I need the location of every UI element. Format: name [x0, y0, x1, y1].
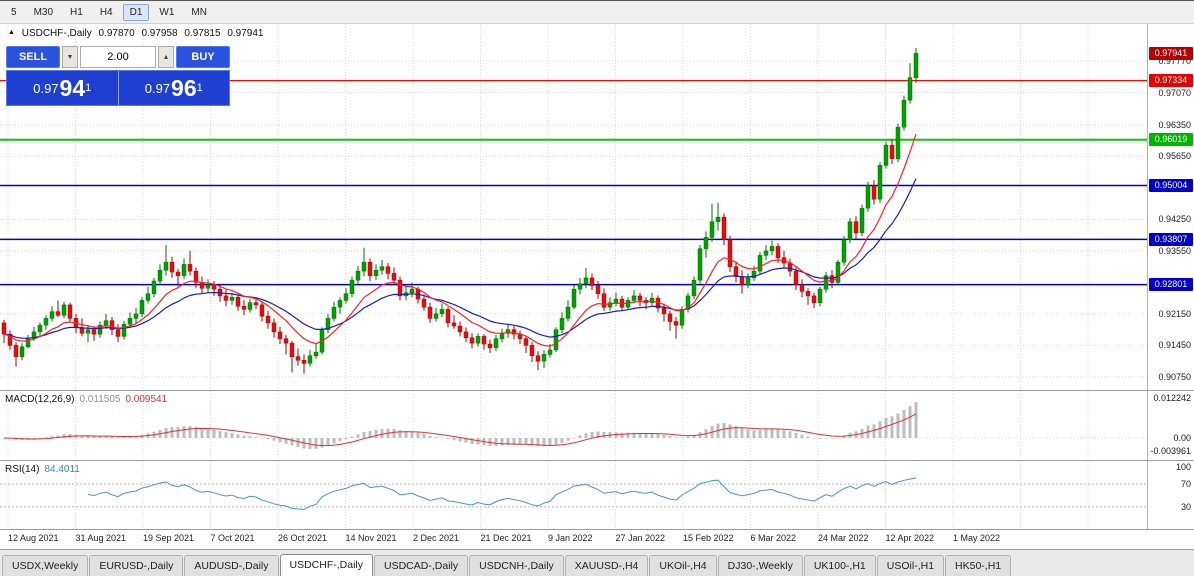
- price-axis-label: 0.95650: [1158, 151, 1191, 162]
- date-axis[interactable]: 12 Aug 2021 31 Aug 2021 19 Sep 2021 7 Oct 2…: [0, 530, 1194, 549]
- rsi-axis-label: 30: [1180, 501, 1191, 512]
- chart-tab-usdcnh-daily[interactable]: USDCNH-,Daily: [469, 555, 564, 576]
- rsi-axis: 100 70 30: [1147, 461, 1194, 529]
- timeframe-button-5[interactable]: 5: [11, 6, 17, 18]
- rsi-indicator-panel[interactable]: 100 70 30 RSI(14) 84.4011: [0, 461, 1194, 530]
- price-axis-label: 0.96350: [1158, 119, 1191, 130]
- rsi-header: RSI(14) 84.4011: [5, 464, 80, 475]
- chart-tab-ukoil-h4[interactable]: UKOil-,H4: [649, 555, 717, 576]
- macd-axis: 0.012242 0.00 -0.003961: [1147, 391, 1194, 460]
- macd-chart-svg[interactable]: [0, 391, 1147, 460]
- chart-tab-usdx-weekly[interactable]: USDX,Weekly: [2, 555, 89, 576]
- date-axis-label: 24 Mar 2022: [818, 533, 869, 543]
- price-badge: 0.96019: [1149, 133, 1193, 147]
- chart-tab-eurusd-daily[interactable]: EURUSD-,Daily: [89, 555, 184, 576]
- timeframe-button-m30[interactable]: M30: [33, 6, 54, 18]
- macd-axis-label: 0.012242: [1153, 393, 1191, 403]
- chart-tab-xauusd-h4[interactable]: XAUUSD-,H4: [564, 555, 649, 576]
- date-axis-label: 21 Dec 2021: [480, 533, 532, 543]
- chart-tab-usdcad-daily[interactable]: USDCAD-,Daily: [374, 555, 469, 576]
- price-badge: 0.92801: [1149, 278, 1193, 292]
- chart-tab-usoil-h1[interactable]: USOil-,H1: [876, 555, 945, 576]
- chart-ohlc-header: ▲ USDCHF-,Daily 0.97870 0.97958 0.97815 …: [8, 28, 267, 39]
- chart-tab-uk100-h1[interactable]: UK100-,H1: [803, 555, 876, 576]
- rsi-value: 84.4011: [44, 464, 80, 475]
- date-axis-label: 19 Sep 2021: [143, 533, 195, 543]
- date-axis-label: 2 Dec 2021: [413, 533, 460, 543]
- date-axis-label: 1 May 2022: [953, 533, 1001, 543]
- macd-header: MACD(12,26,9) 0.011505 0.009541: [5, 394, 168, 405]
- price-badge: 0.97334: [1149, 74, 1193, 88]
- ohlc-low: 0.97815: [184, 28, 221, 39]
- date-axis-label: 15 Feb 2022: [683, 533, 734, 543]
- volume-input[interactable]: 2.00: [80, 46, 156, 68]
- date-axis-label: 14 Nov 2021: [345, 533, 397, 543]
- chart-tab-hk50-h1[interactable]: HK50-,H1: [945, 555, 1012, 576]
- one-click-trading-widget: SELL ▼ 2.00 ▲ BUY 0.97 94 1 0.97 96 1: [6, 46, 230, 106]
- price-chart-panel[interactable]: 0.97770 0.97070 0.96350 0.95650 0.94250 0.935…: [0, 24, 1194, 391]
- price-badge: 0.93807: [1149, 232, 1193, 246]
- timeframe-button-d1[interactable]: D1: [122, 3, 150, 21]
- ohlc-high: 0.97958: [141, 28, 178, 39]
- timeframe-button-h1[interactable]: H1: [70, 6, 83, 18]
- price-axis[interactable]: 0.97770 0.97070 0.96350 0.95650 0.94250 0.935…: [1147, 24, 1194, 390]
- bid-ask-display: 0.97 94 1 0.97 96 1: [6, 70, 230, 106]
- macd-indicator-panel[interactable]: 0.012242 0.00 -0.003961 MACD(12,26,9) 0.011…: [0, 391, 1194, 461]
- date-axis-label: 7 Oct 2021: [210, 533, 255, 543]
- price-badge: 0.95004: [1149, 178, 1193, 192]
- timeframe-button-mn[interactable]: MN: [191, 6, 207, 18]
- timeframe-button-h4[interactable]: H4: [99, 6, 113, 18]
- macd-signal-value: 0.009541: [125, 394, 168, 405]
- macd-axis-label: -0.003961: [1150, 445, 1191, 456]
- rsi-axis-label: 70: [1180, 479, 1191, 490]
- price-axis-label: 0.97070: [1158, 87, 1191, 98]
- macd-main-value: 0.011505: [79, 394, 121, 405]
- date-axis-label: 6 Mar 2022: [750, 533, 797, 543]
- price-axis-label: 0.93550: [1158, 245, 1191, 256]
- date-axis-label: 26 Oct 2021: [278, 533, 328, 543]
- macd-axis-label: 0.00: [1173, 433, 1191, 443]
- timeframe-toolbar: 5 M30 H1 H4 D1 W1 MN: [0, 1, 1194, 24]
- volume-increase-button[interactable]: ▲: [158, 46, 174, 68]
- price-axis-label: 0.92150: [1158, 308, 1191, 319]
- date-axis-label: 27 Jan 2022: [615, 533, 666, 543]
- price-badge: 0.97941: [1149, 46, 1193, 60]
- timeframe-button-w1[interactable]: W1: [159, 6, 175, 18]
- ohlc-open: 0.97870: [98, 28, 135, 39]
- date-axis-label: 12 Apr 2022: [885, 533, 935, 543]
- price-axis-label: 0.94250: [1158, 214, 1191, 225]
- sell-button[interactable]: SELL: [6, 46, 60, 68]
- chart-tab-bar: USDX,Weekly EURUSD-,Daily AUDUSD-,Daily USD…: [0, 549, 1194, 576]
- chart-tab-audusd-daily[interactable]: AUDUSD-,Daily: [184, 555, 279, 576]
- ohlc-close: 0.97941: [227, 28, 264, 39]
- chart-tab-usdchf-daily[interactable]: USDCHF-,Daily: [279, 554, 374, 576]
- rsi-axis-label: 100: [1175, 462, 1191, 472]
- ask-price: 0.97 96 1: [144, 74, 203, 101]
- date-axis-label: 9 Jan 2022: [548, 533, 593, 543]
- symbol-label: USDCHF-,Daily: [21, 28, 92, 39]
- price-axis-label: 0.90750: [1158, 371, 1191, 382]
- price-axis-label: 0.91450: [1158, 340, 1191, 351]
- price-axis-label: 0.97770: [1158, 56, 1191, 66]
- date-axis-label: 31 Aug 2021: [75, 533, 127, 543]
- volume-decrease-button[interactable]: ▼: [62, 46, 78, 68]
- chart-tab-dj30-weekly[interactable]: DJ30-,Weekly: [717, 555, 803, 576]
- collapse-panel-icon[interactable]: ▲: [8, 29, 15, 36]
- bid-price: 0.97 94 1: [7, 71, 119, 105]
- buy-button[interactable]: BUY: [176, 46, 230, 68]
- date-axis-label: 12 Aug 2021: [8, 533, 59, 543]
- rsi-chart-svg[interactable]: [0, 461, 1147, 529]
